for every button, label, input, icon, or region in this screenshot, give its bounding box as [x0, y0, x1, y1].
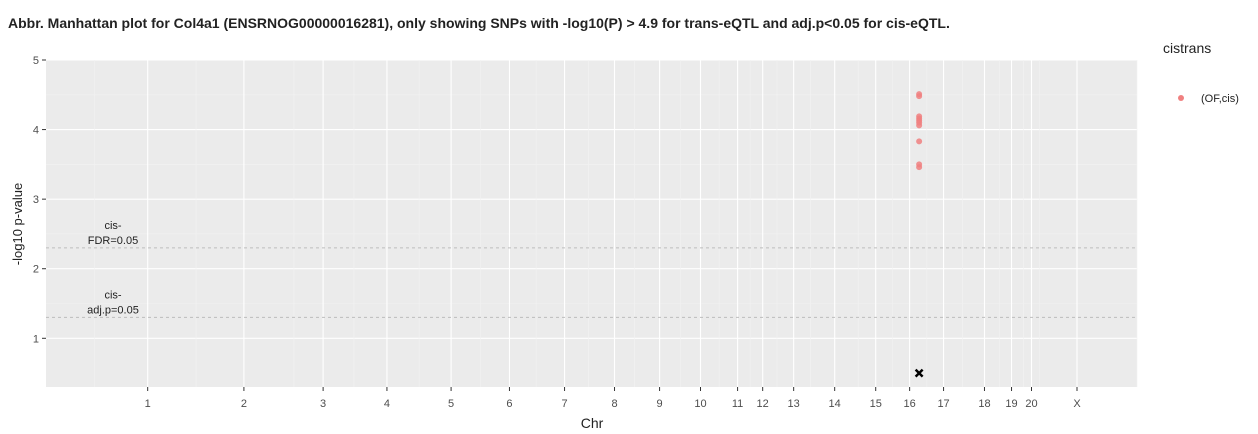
x-tick-label: 3 — [320, 398, 326, 410]
x-axis-title: Chr — [581, 415, 604, 431]
x-tick-label: 20 — [1025, 398, 1037, 410]
legend-label-of-cis: (OF,cis) — [1201, 93, 1239, 105]
x-tick-label: 4 — [384, 398, 390, 410]
legend-key-of-cis — [1178, 95, 1184, 101]
data-point — [916, 164, 923, 171]
x-tick-label: 2 — [241, 398, 247, 410]
grid-lines — [46, 59, 1138, 387]
x-tick-label: X — [1073, 398, 1081, 410]
data-point — [916, 93, 923, 100]
threshold-label: cis-adj.p=0.05 — [87, 289, 139, 316]
y-tick-label: 2 — [33, 264, 39, 276]
legend-title: cistrans — [1163, 40, 1211, 56]
x-tick-label: 6 — [506, 398, 512, 410]
x-axis: 1 2 3 4 5 6 7 8 9 10 11 12 13 14 15 16 17 18 19 20 X — [145, 387, 1081, 410]
y-tick-label: 5 — [33, 55, 39, 67]
data-points — [914, 91, 924, 378]
x-tick-label: 10 — [694, 398, 706, 410]
x-tick-label: 11 — [732, 398, 743, 410]
x-tick-label: 8 — [611, 398, 617, 410]
plot-panel — [46, 60, 1137, 387]
x-tick-label: 12 — [757, 398, 769, 410]
chart-title: Abbr. Manhattan plot for Col4a1 (ENSRNOG… — [8, 15, 950, 31]
x-tick-label: 7 — [561, 398, 567, 410]
x-tick-label: 1 — [145, 398, 151, 410]
data-point — [916, 122, 923, 129]
x-tick-label: 9 — [657, 398, 663, 410]
cross-marker-stroke — [914, 368, 924, 378]
y-axis: 1 2 3 4 5 — [33, 55, 46, 345]
x-tick-label: 17 — [937, 398, 949, 410]
legend: cistrans (OF,cis) — [1163, 40, 1239, 105]
x-tick-label: 16 — [904, 398, 916, 410]
cross-marker — [914, 368, 924, 378]
x-tick-label: 13 — [788, 398, 800, 410]
x-tick-label: 19 — [1005, 398, 1017, 410]
threshold-lines: cis-FDR=0.05 cis-adj.p=0.05 — [46, 220, 1137, 318]
y-tick-label: 1 — [33, 333, 39, 345]
x-tick-label: 15 — [870, 398, 882, 410]
threshold-label: cis-FDR=0.05 — [88, 220, 138, 247]
data-point — [916, 138, 923, 145]
x-tick-label: 14 — [829, 398, 841, 410]
y-axis-title: -log10 p-value — [10, 183, 25, 265]
y-tick-label: 3 — [33, 194, 39, 206]
y-tick-label: 4 — [33, 125, 39, 137]
x-tick-label: 5 — [448, 398, 454, 410]
x-tick-label: 18 — [978, 398, 990, 410]
